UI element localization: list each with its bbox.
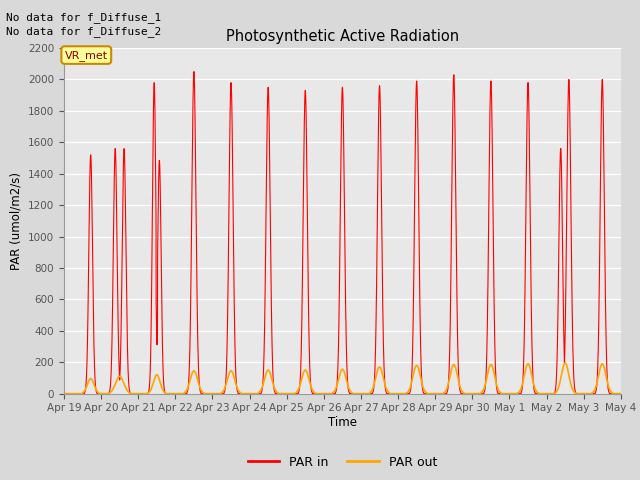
Text: VR_met: VR_met — [65, 49, 108, 60]
Text: No data for f_Diffuse_2: No data for f_Diffuse_2 — [6, 26, 162, 37]
PAR out — [615, 391, 623, 396]
PAR out — [179, 391, 187, 396]
PAR out — [499, 391, 506, 396]
X-axis label: Time: Time — [328, 416, 357, 429]
PAR in — [190, 69, 198, 74]
PAR out — [60, 391, 68, 396]
PAR in — [617, 391, 625, 396]
Text: No data for f_Diffuse_1: No data for f_Diffuse_1 — [6, 12, 162, 23]
Legend: PAR in, PAR out: PAR in, PAR out — [243, 451, 442, 474]
Line: PAR out: PAR out — [64, 363, 621, 394]
Line: PAR in: PAR in — [64, 72, 621, 394]
Title: Photosynthetic Active Radiation: Photosynthetic Active Radiation — [226, 29, 459, 44]
PAR in — [173, 391, 181, 396]
PAR in — [419, 389, 427, 395]
PAR in — [615, 391, 623, 396]
PAR out — [617, 391, 625, 396]
PAR in — [499, 391, 506, 396]
PAR in — [269, 359, 276, 365]
PAR out — [419, 385, 427, 391]
PAR out — [269, 379, 276, 384]
PAR in — [179, 391, 187, 396]
Y-axis label: PAR (umol/m2/s): PAR (umol/m2/s) — [10, 172, 22, 270]
PAR out — [561, 360, 569, 366]
PAR out — [173, 391, 181, 396]
PAR in — [60, 391, 68, 396]
